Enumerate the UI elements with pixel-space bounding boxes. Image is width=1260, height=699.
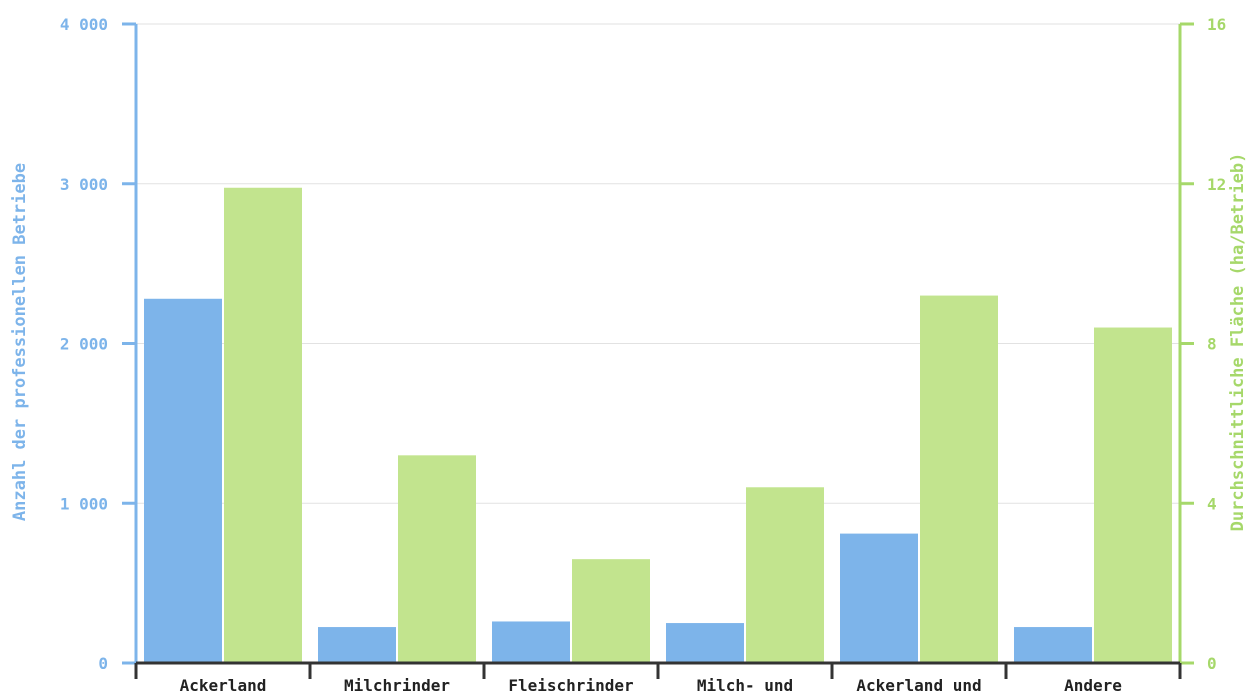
left-tick-label: 4 000 xyxy=(60,15,108,34)
bar xyxy=(492,621,570,663)
category-label-line: Milchrinder xyxy=(344,676,450,695)
bar xyxy=(1014,627,1092,663)
right-y-axis: Durchschnittliche Fläche (ha/Betrieb) 0 4… xyxy=(1178,15,1248,673)
category-label-line: Ackerland und xyxy=(856,676,981,695)
category-label: Andere xyxy=(1064,676,1122,695)
right-tick-label: 0 xyxy=(1207,654,1217,673)
category-label: Milch- undFleischrinder xyxy=(682,676,807,699)
right-tick-label: 4 xyxy=(1207,494,1217,513)
bars xyxy=(144,187,1172,663)
x-axis: Ackerland Milchrinder Fleischrinder Milch- … xyxy=(134,661,1182,699)
bar xyxy=(920,295,998,663)
category-label: Ackerland undRinder xyxy=(856,676,981,699)
category-label-line: Milch- und xyxy=(697,676,793,695)
category-label: Fleischrinder xyxy=(508,676,633,695)
category-label: Milchrinder xyxy=(344,676,450,695)
bar xyxy=(746,487,824,663)
category-label-line: Andere xyxy=(1064,676,1122,695)
bar xyxy=(666,623,744,663)
bar xyxy=(572,559,650,663)
left-tick-label: 2 000 xyxy=(60,335,108,354)
left-tick-label: 1 000 xyxy=(60,494,108,513)
category-label-line: Ackerland xyxy=(180,676,267,695)
left-tick-label: 0 xyxy=(98,654,108,673)
bar xyxy=(144,298,222,663)
right-tick-label: 8 xyxy=(1207,335,1217,354)
bar xyxy=(224,187,302,663)
bar xyxy=(1094,327,1172,663)
right-tick-label: 16 xyxy=(1207,15,1226,34)
left-tick-label: 3 000 xyxy=(60,175,108,194)
left-axis-title: Anzahl der professionellen Betriebe xyxy=(10,163,30,521)
category-label: Ackerland xyxy=(180,676,267,695)
bar xyxy=(318,627,396,663)
bar xyxy=(398,455,476,663)
left-y-axis: Anzahl der professionellen Betriebe 0 1 0… xyxy=(10,15,138,673)
gridlines xyxy=(136,23,1180,504)
bar xyxy=(840,533,918,663)
right-tick-label: 12 xyxy=(1207,175,1226,194)
right-axis-title: Durchschnittliche Fläche (ha/Betrieb) xyxy=(1228,153,1248,532)
category-label-line: Fleischrinder xyxy=(508,676,633,695)
